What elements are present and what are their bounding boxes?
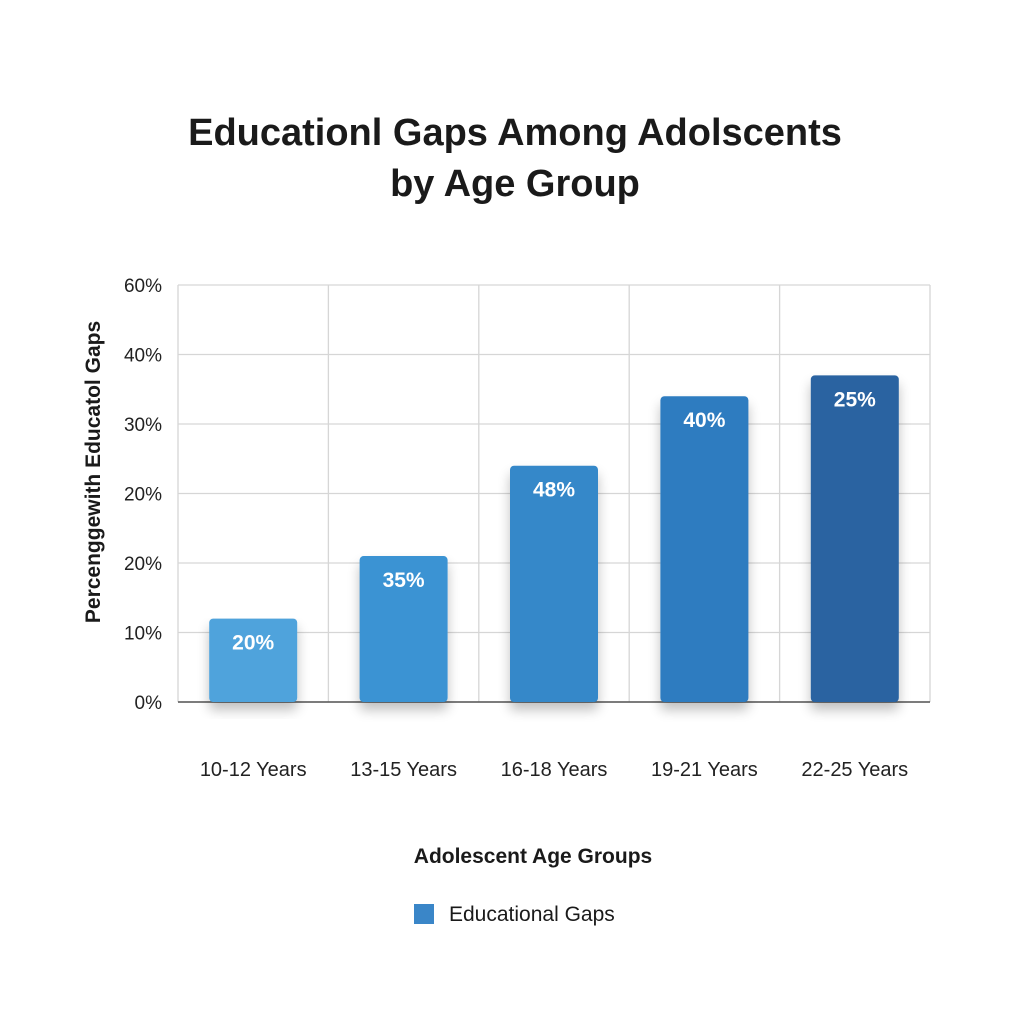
legend-swatch	[414, 904, 434, 924]
y-axis-ticks: 0% 10% 20% 20% 30% 40% 60%	[124, 276, 162, 714]
x-tick-label: 16-18 Years	[501, 759, 608, 781]
x-axis-ticks: 10-12 Years 13-15 Years 16-18 Years 19-21 Y…	[200, 759, 908, 781]
chart-title-line-1: Educationl Gaps Among Adolscents	[188, 112, 842, 154]
y-tick-label: 20%	[124, 485, 162, 506]
x-tick-label: 19-21 Years	[651, 759, 758, 781]
y-tick-label: 20%	[124, 554, 162, 575]
y-tick-label: 0%	[135, 693, 163, 714]
bar	[209, 618, 298, 702]
x-tick-label: 10-12 Years	[200, 759, 307, 781]
legend-label: Educational Gaps	[449, 903, 615, 926]
y-tick-label: 30%	[124, 415, 162, 436]
bar	[810, 375, 899, 702]
x-tick-label: 13-15 Years	[350, 759, 457, 781]
bar	[510, 465, 598, 702]
bar	[359, 556, 448, 702]
legend: Educational Gaps	[414, 903, 615, 926]
bar-value-label: 25%	[834, 388, 876, 411]
bar-value-label: 20%	[232, 632, 274, 655]
data-labels: 20% 35% 48% 40% 25%	[232, 388, 876, 654]
y-tick-label: 40%	[124, 346, 162, 367]
chart-title-line-2: by Age Group	[390, 163, 640, 205]
bar-value-label: 35%	[383, 569, 425, 592]
bar-value-label: 48%	[533, 479, 575, 502]
bars	[209, 375, 899, 702]
y-tick-label: 60%	[124, 276, 162, 297]
y-tick-label: 10%	[124, 624, 162, 645]
bar-value-label: 40%	[683, 409, 725, 432]
x-tick-label: 22-25 Years	[801, 759, 908, 781]
bar	[660, 396, 749, 702]
x-axis-label: Adolescent Age Groups	[414, 845, 652, 868]
y-axis-label: Percenggewith Educatol Gaps	[82, 321, 105, 623]
